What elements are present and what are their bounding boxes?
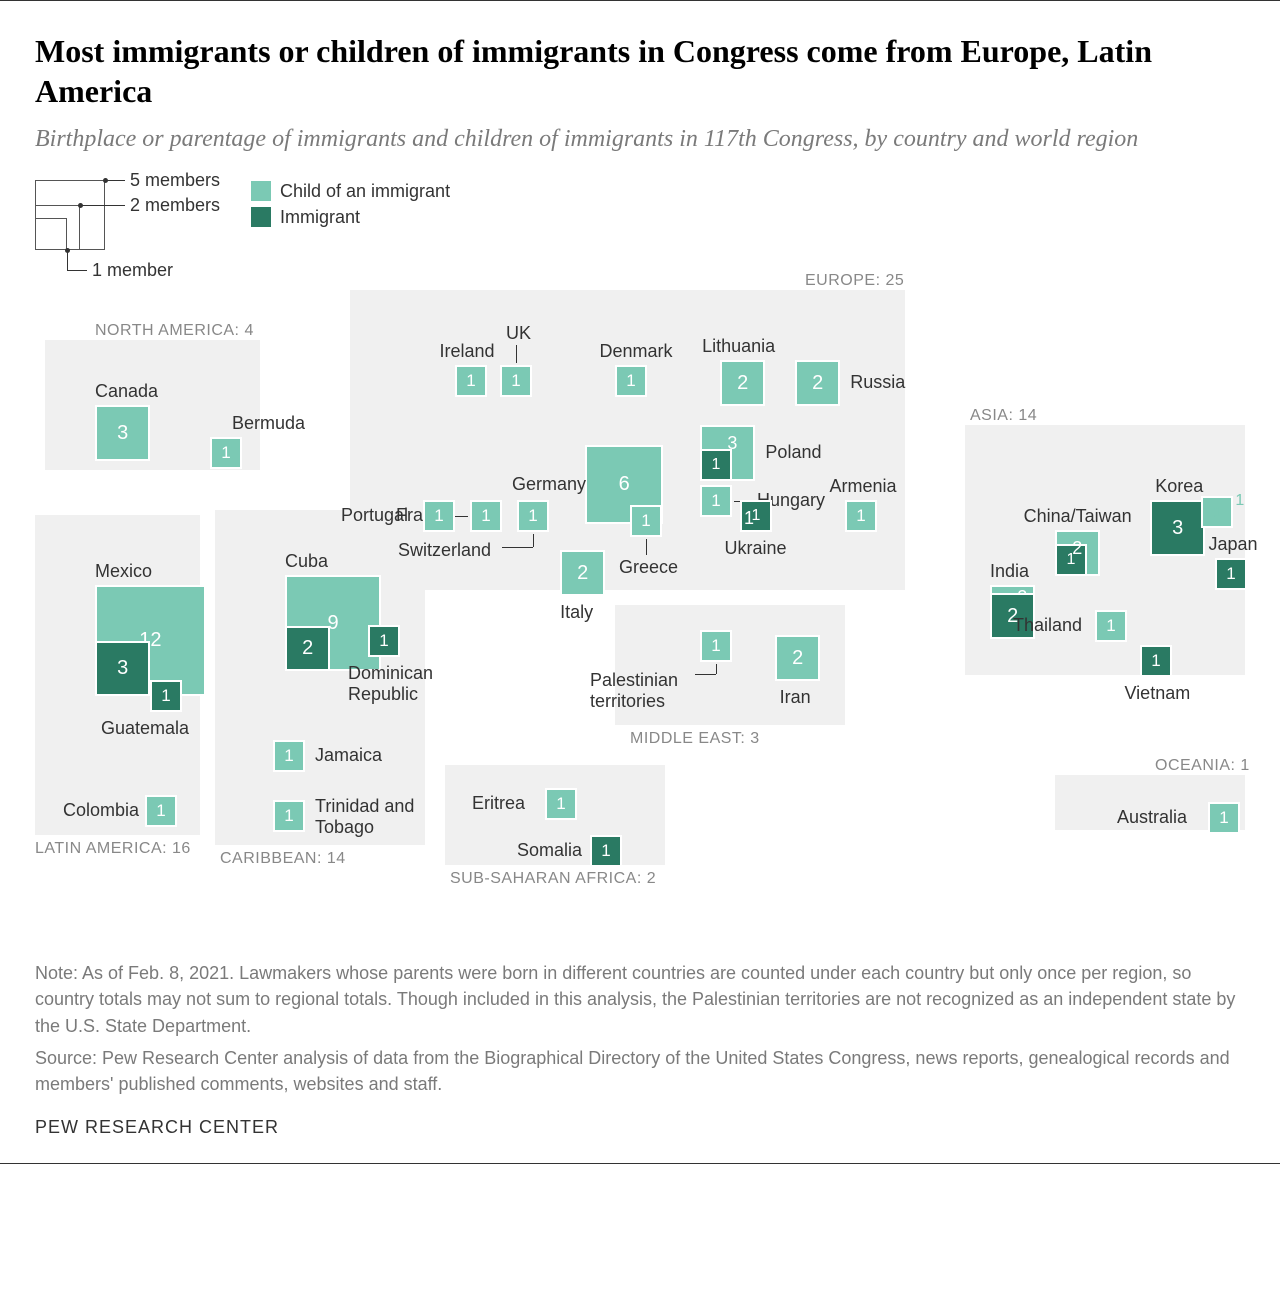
attribution-text: PEW RESEARCH CENTER	[35, 1117, 1245, 1138]
region-label: SUB-SAHARAN AFRICA: 2	[450, 870, 656, 888]
country-label: Trinidad and Tobago	[315, 796, 425, 838]
country-label: Thailand	[1013, 615, 1082, 636]
country-square: 3	[1150, 500, 1205, 555]
country-label: Poland	[765, 442, 821, 463]
country-square: 1	[845, 500, 877, 532]
country-label: Germany	[512, 474, 586, 495]
country-square: 1	[273, 800, 305, 832]
legend-child-label: Child of an immigrant	[280, 181, 450, 202]
country-label: Portugal	[341, 505, 408, 526]
country-square: 1	[455, 365, 487, 397]
country-label: Italy	[560, 602, 593, 623]
region-label: CARIBBEAN: 14	[220, 850, 346, 868]
country-label: UK	[506, 323, 531, 344]
country-label: India	[990, 561, 1029, 582]
country-label: Denmark	[600, 341, 673, 362]
country-label: Jamaica	[315, 745, 382, 766]
size-legend: 5 members 2 members 1 member	[35, 180, 235, 300]
country-label: Australia	[1117, 807, 1187, 828]
country-label: Bermuda	[232, 413, 305, 434]
region-label: ASIA: 14	[970, 407, 1037, 425]
country-square: 1	[615, 365, 647, 397]
country-label: Mexico	[95, 561, 152, 582]
country-square-immigrant: 2	[285, 626, 330, 671]
country-label: Vietnam	[1125, 683, 1191, 704]
country-square: 2	[720, 360, 765, 405]
country-square: 1	[1215, 558, 1247, 590]
chart-title: Most immigrants or children of immigrant…	[35, 31, 1245, 111]
country-label: Russia	[850, 372, 905, 393]
country-square: 2	[560, 550, 605, 595]
country-label: Switzerland	[398, 540, 491, 561]
country-label: Greece	[619, 557, 678, 578]
country-label: Cuba	[285, 551, 328, 572]
country-label: China/Taiwan	[1024, 506, 1132, 527]
source-text: Source: Pew Research Center analysis of …	[35, 1045, 1245, 1097]
country-square: 1	[700, 485, 732, 517]
country-square: 1	[470, 500, 502, 532]
country-label: Iran	[780, 687, 811, 708]
country-square: 1	[590, 835, 622, 867]
country-square: 1	[423, 500, 455, 532]
country-square: 1	[1095, 610, 1127, 642]
country-square: 1	[517, 500, 549, 532]
country-label: Guatemala	[101, 718, 189, 739]
country-square: 2	[775, 635, 820, 680]
region-label: NORTH AMERICA: 4	[95, 322, 254, 340]
country-label: Somalia	[517, 840, 582, 861]
color-legend: Child of an immigrant Immigrant	[250, 180, 450, 232]
legend-square-1	[35, 218, 67, 250]
country-label: Ireland	[440, 341, 495, 362]
region-label: LATIN AMERICA: 16	[35, 840, 191, 858]
country-square: 1	[368, 625, 400, 657]
region-label: MIDDLE EAST: 3	[630, 730, 760, 748]
country-square: 1	[500, 365, 532, 397]
country-label: Palestinian territories	[590, 670, 690, 712]
country-label: Colombia	[63, 800, 139, 821]
country-square: 1	[700, 630, 732, 662]
country-label: Armenia	[830, 476, 897, 497]
country-square: 1	[630, 505, 662, 537]
country-square: 1	[273, 740, 305, 772]
country-square: 3	[95, 405, 150, 460]
country-square: 1	[1208, 802, 1240, 834]
country-square: 1	[150, 680, 182, 712]
legend-label-5: 5 members	[130, 170, 220, 191]
country-label: Korea	[1155, 476, 1203, 497]
country-label: Japan	[1209, 534, 1258, 555]
country-square: 2	[795, 360, 840, 405]
chart-subtitle: Birthplace or parentage of immigrants an…	[35, 123, 1245, 155]
legend-label-1: 1 member	[92, 260, 173, 281]
region-label: OCEANIA: 1	[1155, 757, 1250, 775]
country-square: 1	[145, 795, 177, 827]
country-label: Eritrea	[472, 793, 525, 814]
country-label: Canada	[95, 381, 158, 402]
country-square: 1	[545, 788, 577, 820]
note-text: Note: As of Feb. 8, 2021. Lawmakers whos…	[35, 960, 1245, 1038]
country-square-immigrant: 3	[95, 641, 150, 696]
swatch-child	[250, 180, 272, 202]
country-label: Dominican Republic	[348, 663, 448, 705]
legend-label-2: 2 members	[130, 195, 220, 216]
legend-immigrant-label: Immigrant	[280, 207, 360, 228]
country-square: 1	[210, 437, 242, 469]
swatch-immigrant	[250, 206, 272, 228]
country-square-child: 1	[1201, 496, 1233, 528]
region-label: EUROPE: 25	[805, 272, 904, 290]
chart-area: 5 members 2 members 1 member Child of an…	[35, 180, 1245, 930]
chart-container: Most immigrants or children of immigrant…	[0, 0, 1280, 1164]
country-label: Lithuania	[702, 336, 775, 357]
country-label: Ukraine	[725, 538, 787, 559]
country-square: 1	[1140, 645, 1172, 677]
